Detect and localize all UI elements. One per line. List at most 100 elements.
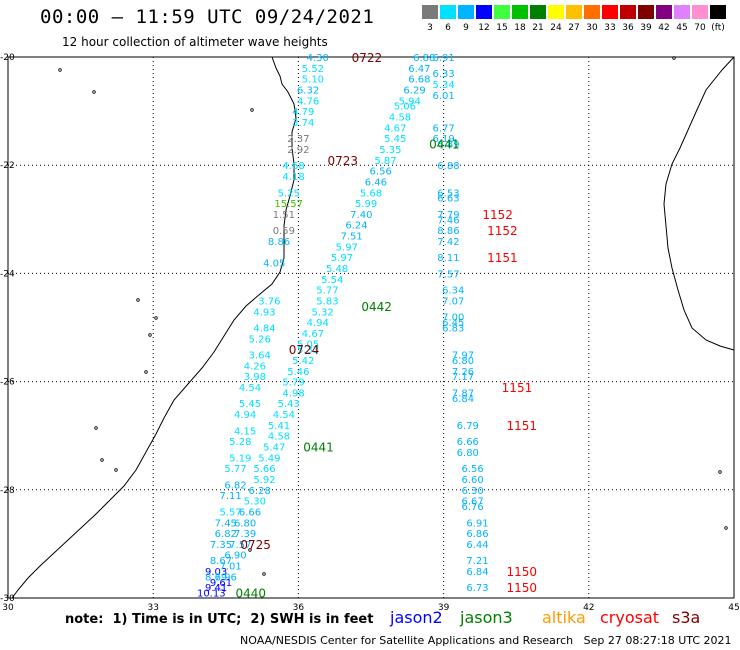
wave-height-value: 6.84 xyxy=(466,567,488,578)
lat-tick-label: -30 xyxy=(0,594,15,604)
legend-label: 70 xyxy=(694,23,706,33)
wave-height-value: 4.93 xyxy=(253,307,275,318)
wave-height-value: 7.40 xyxy=(350,210,372,221)
wave-height-value: 15.57 xyxy=(274,199,303,210)
wave-height-value: 7.57 xyxy=(437,269,459,280)
legend-swatch xyxy=(710,5,726,19)
pass-time-label: 0440 xyxy=(235,587,266,601)
wave-height-value: 5.87 xyxy=(374,156,396,167)
pass-time-label: 1151 xyxy=(507,419,538,433)
wave-height-value: 6.82 xyxy=(224,480,246,491)
wave-height-value: 6.44 xyxy=(466,540,488,551)
lat-tick-label: -22 xyxy=(0,161,15,171)
legend-swatch xyxy=(620,5,636,19)
pass-time-label: 0724 xyxy=(289,343,320,357)
legend-label: 18 xyxy=(514,23,526,33)
wave-height-value: 5.52 xyxy=(302,64,324,75)
wave-height-value: 6.60 xyxy=(462,475,484,486)
wave-height-value: 6.01 xyxy=(432,91,454,102)
legend-swatch xyxy=(638,5,654,19)
pass-time-label: 1150 xyxy=(507,581,538,595)
wave-height-value: 6.88 xyxy=(413,53,435,64)
wave-height-value: 6.77 xyxy=(432,123,454,134)
wave-height-value: 5.99 xyxy=(355,199,377,210)
satellite-legend-altika: altika xyxy=(542,608,586,627)
wave-height-value: 6.89 xyxy=(437,140,459,151)
islet-shape xyxy=(100,458,104,462)
legend-label: 9 xyxy=(463,23,469,33)
wave-height-value: 5.92 xyxy=(253,475,275,486)
wave-height-value: 6.88 xyxy=(437,161,459,172)
wave-height-value: 9.41 xyxy=(205,583,227,594)
wave-height-value: 6.66 xyxy=(457,437,479,448)
pass-time-label: 0441 xyxy=(429,138,460,152)
legend-label: 27 xyxy=(568,23,580,33)
wave-height-value: 0.59 xyxy=(273,226,295,237)
map-frame xyxy=(7,56,735,599)
lon-tick-label: 42 xyxy=(583,603,594,613)
legend-label: 30 xyxy=(586,23,598,33)
wave-height-value: 5.32 xyxy=(311,307,333,318)
wave-height-value: 4.58 xyxy=(389,113,411,124)
islet-shape xyxy=(724,526,728,530)
wave-height-value: 6.56 xyxy=(462,464,484,475)
wave-height-value: 5.45 xyxy=(384,134,406,145)
wave-height-value: 5.26 xyxy=(249,334,271,345)
wave-height-value: 4.84 xyxy=(253,324,275,335)
wave-height-value: 6.68 xyxy=(408,75,430,86)
wave-height-value: 5.68 xyxy=(360,188,382,199)
wave-height-value: 4.94 xyxy=(234,410,256,421)
wave-height-value: 6.84 xyxy=(452,394,474,405)
legend-swatch xyxy=(692,5,708,19)
legend-swatch xyxy=(440,5,456,19)
credit-line: NOAA/NESDIS Center for Satellite Applica… xyxy=(240,634,732,647)
wave-height-value: 6.34 xyxy=(442,286,464,297)
wave-height-value: 5.97 xyxy=(336,242,358,253)
legend-swatch xyxy=(674,5,690,19)
islet-shape xyxy=(154,316,158,320)
islet-shape xyxy=(148,333,152,337)
coastline-africa xyxy=(11,56,297,599)
wave-height-value: 5.34 xyxy=(432,80,454,91)
wave-height-value: 6.63 xyxy=(437,194,459,205)
wave-height-value: 4.94 xyxy=(307,318,329,329)
pass-time-label: 1150 xyxy=(507,565,538,579)
wave-height-value: 5.79 xyxy=(282,378,304,389)
pass-time-label: 1151 xyxy=(502,381,533,395)
wave-height-value: 5.66 xyxy=(253,464,275,475)
legend-swatch xyxy=(656,5,672,19)
wave-height-value: 4.15 xyxy=(234,426,256,437)
wave-height-value: 6.73 xyxy=(466,583,488,594)
legend-swatch xyxy=(476,5,492,19)
wave-height-value: 8.67 xyxy=(210,556,232,567)
islet-shape xyxy=(94,426,98,430)
wave-height-value: 5.42 xyxy=(292,356,314,367)
wave-height-value: 5.28 xyxy=(229,437,251,448)
wave-height-value: 6.80 xyxy=(234,518,256,529)
wave-height-value: 6.91 xyxy=(466,518,488,529)
legend-label: 42 xyxy=(658,23,670,33)
wave-height-value: 5.06 xyxy=(394,102,416,113)
legend-label: (ft) xyxy=(711,23,725,33)
wave-height-value: 6.82 xyxy=(215,529,237,540)
islet-shape xyxy=(144,370,148,374)
legend-swatch xyxy=(494,5,510,19)
wave-height-value: 7.07 xyxy=(442,296,464,307)
legend-label: 24 xyxy=(550,23,562,33)
satellite-legend-jason2: jason2 xyxy=(390,608,443,627)
wave-height-value: 7.39 xyxy=(234,529,256,540)
wave-height-value: 4.67 xyxy=(302,329,324,340)
wave-height-value: 4.26 xyxy=(244,361,266,372)
lat-tick-label: -26 xyxy=(0,378,15,388)
lon-tick-label: 30 xyxy=(2,603,14,613)
wave-height-value: 5.33 xyxy=(297,345,319,356)
wave-height-value: 6.33 xyxy=(432,69,454,80)
wave-height-value: 7.17 xyxy=(452,372,474,383)
legend-swatch xyxy=(566,5,582,19)
pass-time-label: 0725 xyxy=(240,538,271,552)
pass-time-label: 0722 xyxy=(352,51,383,65)
wave-height-value: 6.91 xyxy=(432,53,454,64)
wave-height-value: 5.41 xyxy=(268,421,290,432)
wave-height-value: 2.37 xyxy=(287,134,309,145)
